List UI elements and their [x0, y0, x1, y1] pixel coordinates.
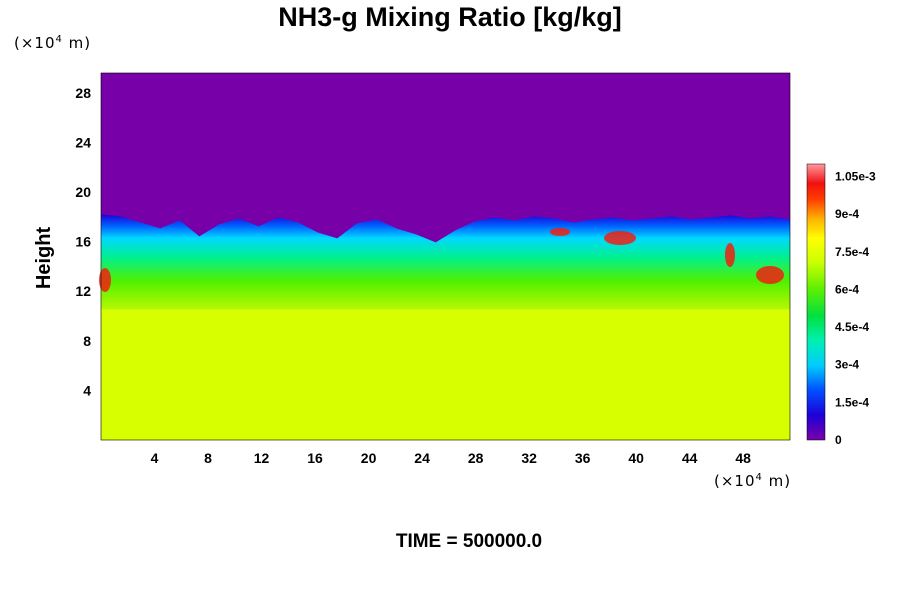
heatmap-peak-patch: [604, 231, 636, 245]
x-tick-label: 16: [307, 450, 323, 466]
colorbar-tick-label: 6e-4: [835, 282, 859, 296]
colorbar-tick-label: 7.5e-4: [835, 245, 869, 259]
colorbar-tick-label: 4.5e-4: [835, 320, 869, 334]
y-axis-unit: (×104 m): [14, 34, 92, 52]
plot-frame: [100, 72, 791, 441]
x-tick-label: 28: [468, 450, 484, 466]
y-tick-label: 16: [75, 234, 91, 250]
x-tick-label: 24: [414, 450, 430, 466]
y-tick-label: 8: [83, 333, 91, 349]
heatmap-peak-patch: [550, 228, 570, 236]
x-tick-label: 36: [575, 450, 591, 466]
x-tick-label: 12: [254, 450, 270, 466]
heatmap-lower-region: [101, 309, 790, 440]
y-axis-label: Height: [33, 227, 55, 290]
time-annotation: TIME = 500000.0: [395, 531, 543, 552]
y-tick-label: 28: [75, 85, 91, 101]
x-tick-label: 8: [204, 450, 212, 466]
colorbar-tick-label: 3e-4: [835, 358, 859, 372]
heatmap-peak-patch: [725, 243, 735, 267]
x-tick-label: 20: [361, 450, 377, 466]
x-axis-unit: (×104 m): [714, 472, 792, 490]
x-tick-label: 32: [521, 450, 537, 466]
x-tick-label: 4: [151, 450, 159, 466]
x-tick-label: 44: [682, 450, 698, 466]
heatmap-peak-patch: [756, 266, 784, 284]
x-tick-label: 40: [628, 450, 644, 466]
chart-title: NH3-g Mixing Ratio [kg/kg]: [278, 2, 622, 32]
colorbar-tick-label: 9e-4: [835, 207, 859, 221]
colorbar-tick-label: 0: [835, 433, 842, 447]
colorbar-tick-label: 1.5e-4: [835, 395, 869, 409]
heatmap-top-boundary: [101, 73, 790, 243]
y-tick-label: 12: [75, 283, 91, 299]
colorbar: [806, 163, 826, 441]
heatmap-peak-patch: [99, 268, 111, 292]
y-tick-label: 20: [75, 184, 91, 200]
y-tick-label: 24: [75, 134, 91, 150]
y-tick-label: 4: [83, 382, 91, 398]
x-tick-label: 48: [735, 450, 751, 466]
colorbar-tick-label: 1.05e-3: [835, 170, 876, 184]
